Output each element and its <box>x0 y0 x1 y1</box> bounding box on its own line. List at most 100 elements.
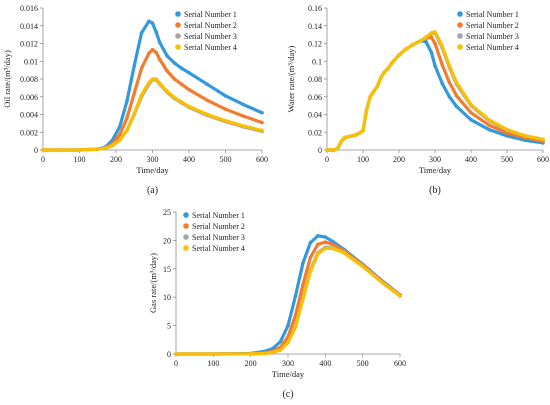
legend-label: Serial Number 4 <box>184 43 237 52</box>
data-point <box>260 128 264 133</box>
y-tick-label: 0.01 <box>24 57 38 66</box>
data-point <box>223 118 228 123</box>
data-point <box>316 234 320 238</box>
y-tick-label: 10 <box>163 293 171 302</box>
chart-panel-c: 0 100 200 300 400 500 600 0 5 10 15 20 25 Time/day Gas… <box>148 208 406 400</box>
data-point <box>308 255 313 260</box>
data-point <box>440 44 445 48</box>
legend-label: Serial Number 1 <box>184 10 237 19</box>
series-4 <box>174 246 402 356</box>
x-tick-label: 500 <box>501 155 513 164</box>
y-tick-label: 0 <box>318 146 322 155</box>
legend-marker <box>175 11 181 17</box>
y-tick-label: 0.14 <box>308 22 322 31</box>
data-point <box>172 77 177 81</box>
data-point <box>418 39 423 43</box>
x-tick-label: 0 <box>41 155 45 164</box>
data-point <box>323 235 328 239</box>
data-point <box>293 294 298 298</box>
y-tick-label: 0.1 <box>312 57 322 66</box>
data-point <box>316 242 320 247</box>
data-point <box>154 77 158 81</box>
legend-label: Serial Number 3 <box>184 32 237 41</box>
data-point <box>379 280 384 284</box>
data-point <box>187 104 191 109</box>
data-point <box>179 66 184 71</box>
data-point <box>125 99 129 103</box>
series-line <box>41 77 264 152</box>
series-line <box>41 78 264 152</box>
data-point <box>211 352 216 356</box>
legend: Serial Number 1 Serial Number 2 Serial Num… <box>457 10 519 52</box>
y-tick-label: 0.02 <box>308 128 322 137</box>
data-point <box>139 66 144 71</box>
data-point <box>354 133 358 137</box>
legend: Serial Number 1 Serial Number 2 Serial Num… <box>183 211 245 253</box>
data-point <box>447 80 452 85</box>
data-point <box>331 246 335 251</box>
y-tick-label: 0.16 <box>308 4 322 13</box>
series-line <box>41 48 264 152</box>
data-point <box>110 143 115 148</box>
data-point <box>223 107 228 111</box>
data-point <box>323 240 328 244</box>
data-point <box>150 77 155 81</box>
data-point <box>336 146 340 151</box>
data-point <box>286 340 290 345</box>
data-point <box>433 63 437 68</box>
x-tick-label: 500 <box>357 359 369 368</box>
data-point <box>429 50 434 55</box>
data-point <box>397 53 401 57</box>
data-point <box>158 81 162 86</box>
data-point <box>390 61 394 65</box>
data-point <box>523 134 527 138</box>
legend-marker <box>183 245 189 251</box>
data-point <box>361 128 365 133</box>
legend-label: Serial Number 1 <box>192 211 245 220</box>
x-tick-label: 100 <box>357 155 369 164</box>
data-point <box>360 264 365 269</box>
x-tick-label: 400 <box>465 155 477 164</box>
data-point <box>454 94 459 98</box>
data-point <box>469 118 473 122</box>
y-tick-label: 5 <box>167 322 171 331</box>
x-tick-label: 200 <box>393 155 405 164</box>
legend-label: Serial Number 2 <box>192 222 245 231</box>
x-axis-label: Time/day <box>272 369 305 379</box>
chart-panel-b: 0 100 200 300 400 500 600 0 0.02 0.04 0.06 0.08 0.1 0… <box>286 4 549 196</box>
y-tick-label: 0.012 <box>20 40 38 49</box>
data-point <box>125 128 129 133</box>
data-point <box>132 91 137 95</box>
legend-marker <box>183 223 189 229</box>
data-point <box>429 31 434 35</box>
data-point <box>375 84 380 88</box>
y-tick-label: 0.008 <box>20 75 38 84</box>
y-tick-label: 0.04 <box>308 111 322 120</box>
data-point <box>103 146 107 151</box>
data-point <box>325 148 329 152</box>
data-point <box>301 261 305 265</box>
data-point <box>263 351 268 356</box>
x-tick-label: 200 <box>110 155 122 164</box>
data-point <box>278 339 283 344</box>
legend: Serial Number 1 Serial Number 2 Serial Num… <box>175 10 237 52</box>
data-point <box>95 147 100 151</box>
x-tick-label: 100 <box>207 359 219 368</box>
data-point <box>433 41 437 46</box>
y-tick-label: 15 <box>163 265 171 274</box>
data-point <box>179 82 184 87</box>
data-point <box>293 313 298 318</box>
legend-label: Serial Number 3 <box>192 233 245 242</box>
x-tick-label: 300 <box>282 359 294 368</box>
data-point <box>187 87 191 92</box>
y-tick-label: 0.004 <box>20 111 38 120</box>
data-point <box>147 80 151 85</box>
data-point <box>154 30 158 34</box>
panel-label: (c) <box>282 389 293 400</box>
y-axis-label: Gas rate/(m³/day) <box>148 253 158 313</box>
y-tick-label: 0 <box>34 146 38 155</box>
data-point <box>205 82 210 87</box>
data-point <box>150 21 155 25</box>
data-point <box>424 35 428 40</box>
x-tick-label: 0 <box>325 155 329 164</box>
